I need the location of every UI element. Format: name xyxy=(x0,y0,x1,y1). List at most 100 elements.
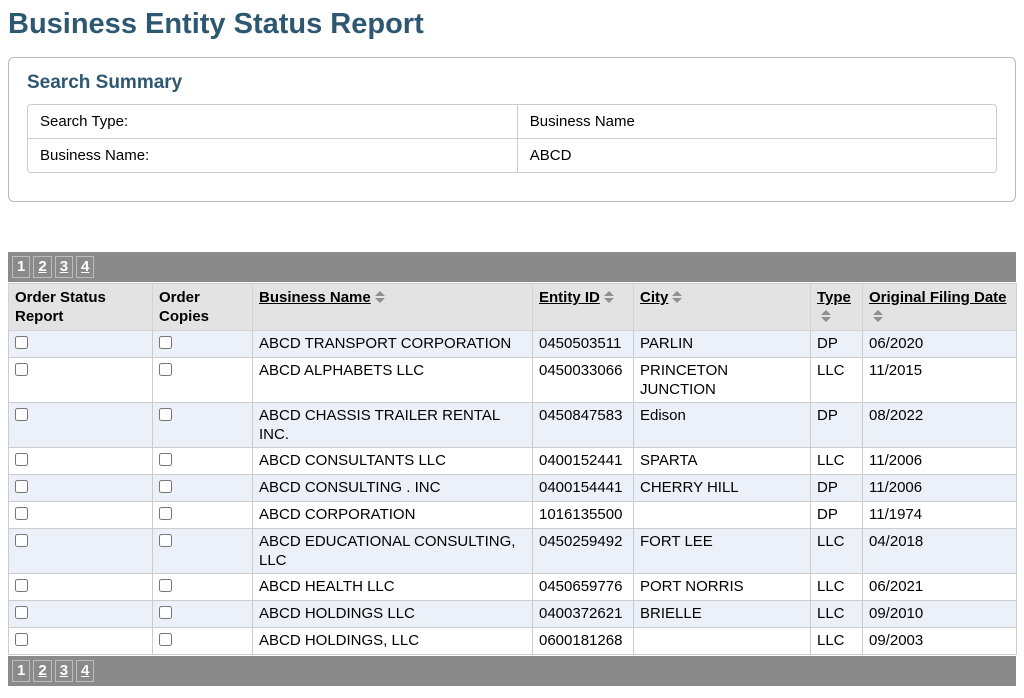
order-status-report-checkbox[interactable] xyxy=(15,453,28,466)
entity-id-cell: 0600181268 xyxy=(532,627,634,655)
order-status-report-checkbox[interactable] xyxy=(15,534,28,547)
order-copies-checkbox[interactable] xyxy=(159,453,172,466)
entity-id-cell: 0450259492 xyxy=(532,528,634,574)
business-name-value: ABCD xyxy=(529,147,572,164)
sort-link-entity-id[interactable]: Entity ID xyxy=(539,289,600,306)
entity-id-cell: 0450847583 xyxy=(532,402,634,448)
header-original-filing-date: Original Filing Date xyxy=(862,283,1017,331)
order-copies-checkbox[interactable] xyxy=(159,534,172,547)
order-copies-checkbox[interactable] xyxy=(159,408,172,421)
order-status-report-checkbox[interactable] xyxy=(15,579,28,592)
page-title: Business Entity Status Report xyxy=(8,8,424,40)
order-status-report-checkbox[interactable] xyxy=(15,606,28,619)
order-copies-checkbox[interactable] xyxy=(159,507,172,520)
order-status-report-checkbox[interactable] xyxy=(15,408,28,421)
business-name-cell: ABCD CONSULTANTS LLC xyxy=(252,447,533,475)
order-status-cell xyxy=(8,474,153,502)
type-cell: LLC xyxy=(810,357,863,403)
header-row: Order Status Report Order Copies Busines… xyxy=(8,283,1017,331)
order-copies-checkbox[interactable] xyxy=(159,480,172,493)
order-copies-cell xyxy=(152,627,253,655)
page-link-1[interactable]: 1 xyxy=(12,660,31,682)
table-row: ABCD HOLDINGS LLC 0400372621 BRIELLE LLC… xyxy=(8,600,1017,628)
order-copies-checkbox[interactable] xyxy=(159,336,172,349)
order-copies-checkbox[interactable] xyxy=(159,606,172,619)
search-summary-panel: Search Summary Search Type: Business Nam… xyxy=(8,57,1016,202)
order-copies-cell xyxy=(152,573,253,601)
type-cell: LLC xyxy=(810,600,863,628)
page-link-3[interactable]: 3 xyxy=(54,256,74,278)
page-link-2[interactable]: 2 xyxy=(33,660,52,682)
page-link-4[interactable]: 4 xyxy=(76,660,95,682)
sort-icon xyxy=(873,309,883,322)
business-name-cell: ABCD ALPHABETS LLC xyxy=(252,357,533,403)
order-status-cell xyxy=(8,501,153,529)
order-status-cell xyxy=(8,600,153,628)
business-name-cell: ABCD EDUCATIONAL CONSULTING, LLC xyxy=(252,528,533,574)
page-link-4[interactable]: 4 xyxy=(76,256,95,278)
order-status-report-checkbox[interactable] xyxy=(15,480,28,493)
order-status-cell xyxy=(8,528,153,574)
order-copies-cell xyxy=(152,600,253,628)
order-copies-checkbox[interactable] xyxy=(159,579,172,592)
search-type-value: Business Name xyxy=(529,113,635,130)
order-copies-cell xyxy=(152,330,253,358)
order-copies-cell xyxy=(152,474,253,502)
order-copies-checkbox[interactable] xyxy=(159,363,172,376)
city-cell: BRIELLE xyxy=(633,600,811,628)
order-copies-checkbox[interactable] xyxy=(159,633,172,646)
city-cell: PRINCETON JUNCTION xyxy=(633,357,811,403)
page-link-2[interactable]: 2 xyxy=(33,256,52,278)
city-cell: PARLIN xyxy=(633,330,811,358)
results-table: Order Status Report Order Copies Busines… xyxy=(8,283,1017,655)
sort-link-original-filing-date[interactable]: Original Filing Date xyxy=(869,289,1007,306)
city-cell: SPARTA xyxy=(633,447,811,475)
entity-id-cell: 0400372621 xyxy=(532,600,634,628)
table-row: ABCD CHASSIS TRAILER RENTAL INC. 0450847… xyxy=(8,402,1017,448)
type-cell: LLC xyxy=(810,447,863,475)
order-status-report-checkbox[interactable] xyxy=(15,507,28,520)
table-row: ABCD CONSULTING . INC 0400154441 CHERRY … xyxy=(8,474,1017,502)
order-status-cell xyxy=(8,357,153,403)
order-status-cell xyxy=(8,627,153,655)
page-link-3[interactable]: 3 xyxy=(54,660,74,682)
search-type-label: Search Type: xyxy=(28,105,518,138)
city-cell: FORT LEE xyxy=(633,528,811,574)
table-row: ABCD EDUCATIONAL CONSULTING, LLC 0450259… xyxy=(8,528,1017,574)
order-status-report-checkbox[interactable] xyxy=(15,363,28,376)
business-name-cell: ABCD TRANSPORT CORPORATION xyxy=(252,330,533,358)
table-row: ABCD CONSULTANTS LLC 0400152441 SPARTA L… xyxy=(8,447,1017,475)
business-name-cell: ABCD HEALTH LLC xyxy=(252,573,533,601)
order-copies-cell xyxy=(152,447,253,475)
sort-link-type[interactable]: Type xyxy=(817,289,851,306)
order-copies-cell xyxy=(152,528,253,574)
header-order-status-report: Order Status Report xyxy=(8,283,153,331)
sort-link-city[interactable]: City xyxy=(640,289,669,306)
order-status-report-checkbox[interactable] xyxy=(15,633,28,646)
filing-date-cell: 06/2021 xyxy=(862,573,1017,601)
type-cell: DP xyxy=(810,330,863,358)
city-cell xyxy=(633,501,811,529)
filing-date-cell: 08/2022 xyxy=(862,402,1017,448)
entity-id-cell: 1016135500 xyxy=(532,501,634,529)
header-business-name: Business Name xyxy=(252,283,533,331)
city-cell: PORT NORRIS xyxy=(633,573,811,601)
order-status-report-checkbox[interactable] xyxy=(15,336,28,349)
order-status-cell xyxy=(8,330,153,358)
table-row: ABCD CORPORATION 1016135500 DP 11/1974 xyxy=(8,501,1017,529)
page-link-1[interactable]: 1 xyxy=(12,256,31,278)
type-cell: DP xyxy=(810,474,863,502)
business-name-cell: ABCD HOLDINGS, LLC xyxy=(252,627,533,655)
filing-date-cell: 11/2006 xyxy=(862,474,1017,502)
order-copies-cell xyxy=(152,357,253,403)
filing-date-cell: 04/2018 xyxy=(862,528,1017,574)
sort-link-business-name[interactable]: Business Name xyxy=(259,289,371,306)
city-cell: CHERRY HILL xyxy=(633,474,811,502)
summary-row-business-name: Business Name: ABCD xyxy=(28,138,996,172)
city-cell: Edison xyxy=(633,402,811,448)
entity-id-cell: 0450033066 xyxy=(532,357,634,403)
table-row: ABCD ALPHABETS LLC 0450033066 PRINCETON … xyxy=(8,357,1017,403)
table-row: ABCD HEALTH LLC 0450659776 PORT NORRIS L… xyxy=(8,573,1017,601)
